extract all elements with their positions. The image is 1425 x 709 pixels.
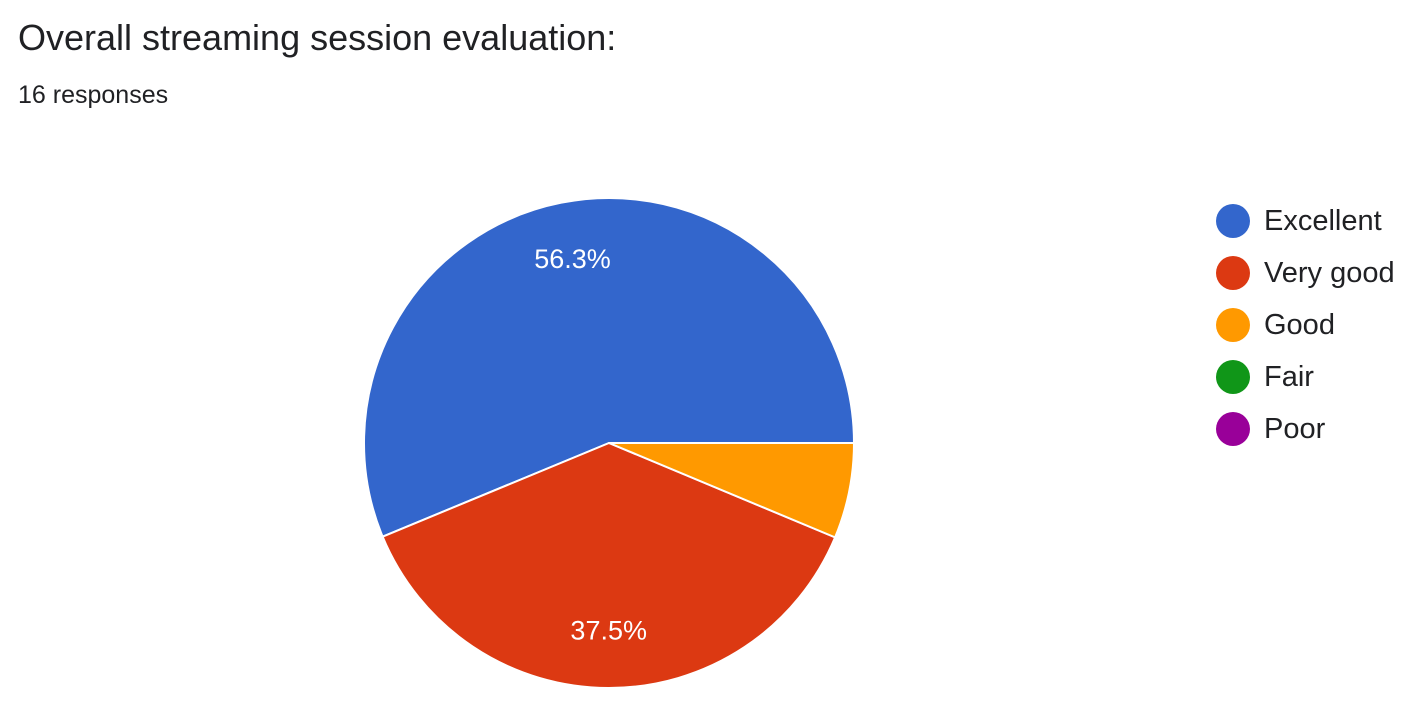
legend-label: Excellent	[1264, 205, 1382, 237]
legend-label: Very good	[1264, 257, 1395, 289]
legend-item-very-good[interactable]: Very good	[1216, 247, 1395, 299]
pie-slice-excellent[interactable]	[363, 197, 855, 538]
legend: Excellent Very good Good Fair Poor	[1216, 195, 1395, 455]
data-label-very-good: 37.5%	[570, 615, 647, 645]
legend-swatch-icon	[1216, 256, 1250, 290]
legend-label: Good	[1264, 309, 1335, 341]
legend-swatch-icon	[1216, 360, 1250, 394]
chart-title: Overall streaming session evaluation:	[18, 17, 617, 58]
legend-label: Poor	[1264, 413, 1326, 445]
pie-labels: 56.3% 37.5%	[534, 244, 647, 645]
legend-item-excellent[interactable]: Excellent	[1216, 195, 1395, 247]
legend-item-fair[interactable]: Fair	[1216, 351, 1395, 403]
legend-item-good[interactable]: Good	[1216, 299, 1395, 351]
data-label-excellent: 56.3%	[534, 244, 611, 274]
legend-label: Fair	[1264, 361, 1314, 393]
legend-item-poor[interactable]: Poor	[1216, 403, 1395, 455]
legend-swatch-icon	[1216, 204, 1250, 238]
pie-slice-very-good[interactable]	[381, 442, 837, 689]
pie-slices	[363, 197, 855, 689]
response-count: 16 responses	[18, 81, 169, 109]
legend-swatch-icon	[1216, 308, 1250, 342]
pie-slice-good[interactable]	[608, 442, 855, 539]
legend-swatch-icon	[1216, 412, 1250, 446]
